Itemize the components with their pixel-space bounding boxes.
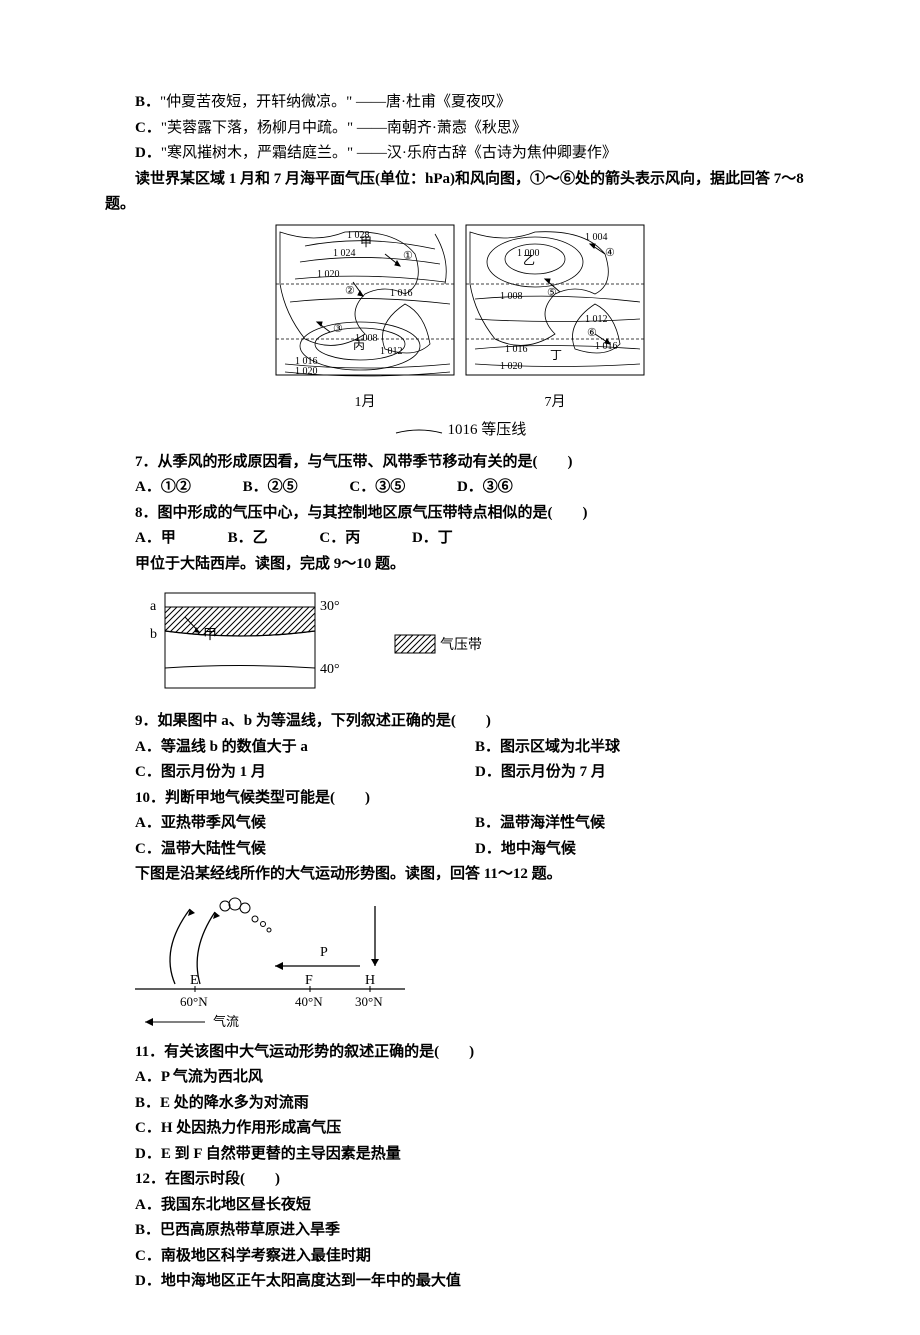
q10-b: B．温带海洋性气候 xyxy=(475,811,815,837)
map-january: 1 028 1 024 1 020 1 016 1 008 1 012 1 01… xyxy=(275,224,455,389)
q8-a: A．甲 xyxy=(135,526,176,552)
legend-text: 等压线 xyxy=(481,422,526,438)
q11-c: C．H 处因热力作用形成高气压 xyxy=(135,1116,815,1142)
option-b: B．"仲夏苦夜短，开轩纳微凉。" ——唐·杜甫《夏夜叹》 xyxy=(135,90,815,116)
q7-d: D．③⑥ xyxy=(457,475,513,501)
figure-11-12: E F H 60°N 40°N 30°N P 气流 xyxy=(105,894,815,1034)
q7-a: A．①② xyxy=(135,475,191,501)
q8-c: C．丙 xyxy=(319,526,360,552)
label-a: a xyxy=(150,599,157,614)
legend-910: 气压带 xyxy=(440,637,482,653)
q9-b: B．图示区域为北半球 xyxy=(475,735,815,761)
figure-9-10: a b 30° 40° 甲 气压带 xyxy=(105,583,815,703)
q8-options: A．甲 B．乙 C．丙 D．丁 xyxy=(135,526,815,552)
legend-78: 1016 等压线 xyxy=(105,418,815,444)
intro-9-10: 甲位于大陆西岸。读图，完成 9～10 题。 xyxy=(105,552,815,578)
node-bing: 丙 xyxy=(353,338,365,352)
legend-value: 1016 xyxy=(447,422,477,438)
iso-1016j: 1 016 xyxy=(505,344,528,355)
q7-c: C．③⑤ xyxy=(349,475,405,501)
lat-f: 40°N xyxy=(295,994,323,1009)
iso-1004: 1 004 xyxy=(585,232,608,243)
q9-row1: A．等温线 b 的数值大于 a B．图示区域为北半球 xyxy=(135,735,815,761)
q8-d: D．丁 xyxy=(412,526,453,552)
label-40: 40° xyxy=(320,662,340,677)
label-b: b xyxy=(150,627,157,642)
option-b-label: B． xyxy=(135,94,160,110)
iso-1020: 1 020 xyxy=(317,269,340,280)
q12-stem: 12．在图示时段( ) xyxy=(105,1167,815,1193)
label-f: F xyxy=(305,973,313,988)
mark-1: ① xyxy=(403,250,413,262)
q9-d: D．图示月份为 7 月 xyxy=(475,760,815,786)
intro-11-12: 下图是沿某经线所作的大气运动形势图。读图，回答 11～12 题。 xyxy=(105,862,815,888)
q12-a: A．我国东北地区昼长夜短 xyxy=(135,1193,815,1219)
label-p: P xyxy=(320,945,328,960)
node-jia: 甲 xyxy=(360,235,372,249)
q7-b: B．②⑤ xyxy=(243,475,298,501)
option-d-label: D． xyxy=(135,145,161,161)
q7-stem: 7．从季风的形成原因看，与气压带、风带季节移动有关的是( ) xyxy=(105,450,815,476)
q9-c: C．图示月份为 1 月 xyxy=(135,760,475,786)
caption-jan: 1月 xyxy=(355,391,376,415)
label-jia: 甲 xyxy=(203,628,217,643)
figure-7-8: 1 028 1 024 1 020 1 016 1 008 1 012 1 01… xyxy=(105,224,815,444)
map-july: 1 004 1 000 1 008 1 012 1 016 1 016 1 02… xyxy=(465,224,645,389)
q10-c: C．温带大陆性气候 xyxy=(135,837,475,863)
option-d: D．"寒风摧树木，严霜结庭兰。" ——汉·乐府古辞《古诗为焦仲卿妻作》 xyxy=(135,141,815,167)
q11-b: B．E 处的降水多为对流雨 xyxy=(135,1091,815,1117)
node-yi: 乙 xyxy=(523,253,535,267)
q9-stem: 9．如果图中 a、b 为等温线，下列叙述正确的是( ) xyxy=(105,709,815,735)
label-flow: 气流 xyxy=(213,1014,239,1029)
q12-c: C．南极地区科学考察进入最佳时期 xyxy=(135,1244,815,1270)
q12-d: D．地中海地区正午太阳高度达到一年中的最大值 xyxy=(135,1269,815,1295)
option-b-text: "仲夏苦夜短，开轩纳微凉。" ——唐·杜甫《夏夜叹》 xyxy=(160,94,511,110)
iso-1024: 1 024 xyxy=(333,248,356,259)
mark-5: ⑤ xyxy=(547,287,557,299)
option-c-label: C． xyxy=(135,120,161,136)
iso-1016: 1 016 xyxy=(390,288,413,299)
mark-2: ② xyxy=(345,285,355,297)
label-h: H xyxy=(365,973,375,988)
label-e: E xyxy=(190,973,199,988)
lat-e: 60°N xyxy=(180,994,208,1009)
mark-4: ④ xyxy=(605,247,615,259)
q8-stem: 8．图中形成的气压中心，与其控制地区原气压带特点相似的是( ) xyxy=(105,501,815,527)
q10-stem: 10．判断甲地气候类型可能是( ) xyxy=(105,786,815,812)
q9-a: A．等温线 b 的数值大于 a xyxy=(135,735,475,761)
caption-jul: 7月 xyxy=(545,391,566,415)
iso-1008j: 1 008 xyxy=(500,291,523,302)
q10-d: D．地中海气候 xyxy=(475,837,815,863)
node-ding: 丁 xyxy=(550,348,562,362)
q7-options: A．①② B．②⑤ C．③⑤ D．③⑥ xyxy=(135,475,815,501)
q11-d: D．E 到 F 自然带更替的主导因素是热量 xyxy=(135,1142,815,1168)
option-c-text: "芙蓉露下落，杨柳月中疏。" ——南朝齐·萧悫《秋思》 xyxy=(161,120,527,136)
lat-h: 30°N xyxy=(355,994,383,1009)
option-d-text: "寒风摧树木，严霜结庭兰。" ——汉·乐府古辞《古诗为焦仲卿妻作》 xyxy=(161,145,617,161)
q11-stem: 11．有关该图中大气运动形势的叙述正确的是( ) xyxy=(105,1040,815,1066)
q10-row2: C．温带大陆性气候 D．地中海气候 xyxy=(135,837,815,863)
q11-a: A．P 气流为西北风 xyxy=(135,1065,815,1091)
q12-b: B．巴西高原热带草原进入旱季 xyxy=(135,1218,815,1244)
q10-a: A．亚热带季风气候 xyxy=(135,811,475,837)
iso-1020b: 1 020 xyxy=(295,366,318,377)
q8-b: B．乙 xyxy=(228,526,268,552)
option-c: C．"芙蓉露下落，杨柳月中疏。" ——南朝齐·萧悫《秋思》 xyxy=(135,116,815,142)
mark-6: ⑥ xyxy=(587,327,597,339)
mark-3: ③ xyxy=(333,323,343,335)
iso-1012: 1 012 xyxy=(380,346,403,357)
q9-row2: C．图示月份为 1 月 D．图示月份为 7 月 xyxy=(135,760,815,786)
iso-1020j: 1 020 xyxy=(500,361,523,372)
iso-1012j: 1 012 xyxy=(585,314,608,325)
q10-row1: A．亚热带季风气候 B．温带海洋性气候 xyxy=(135,811,815,837)
label-30: 30° xyxy=(320,599,340,614)
intro-7-8: 读世界某区域 1 月和 7 月海平面气压(单位：hPa)和风向图，①～⑥处的箭头… xyxy=(105,167,815,218)
